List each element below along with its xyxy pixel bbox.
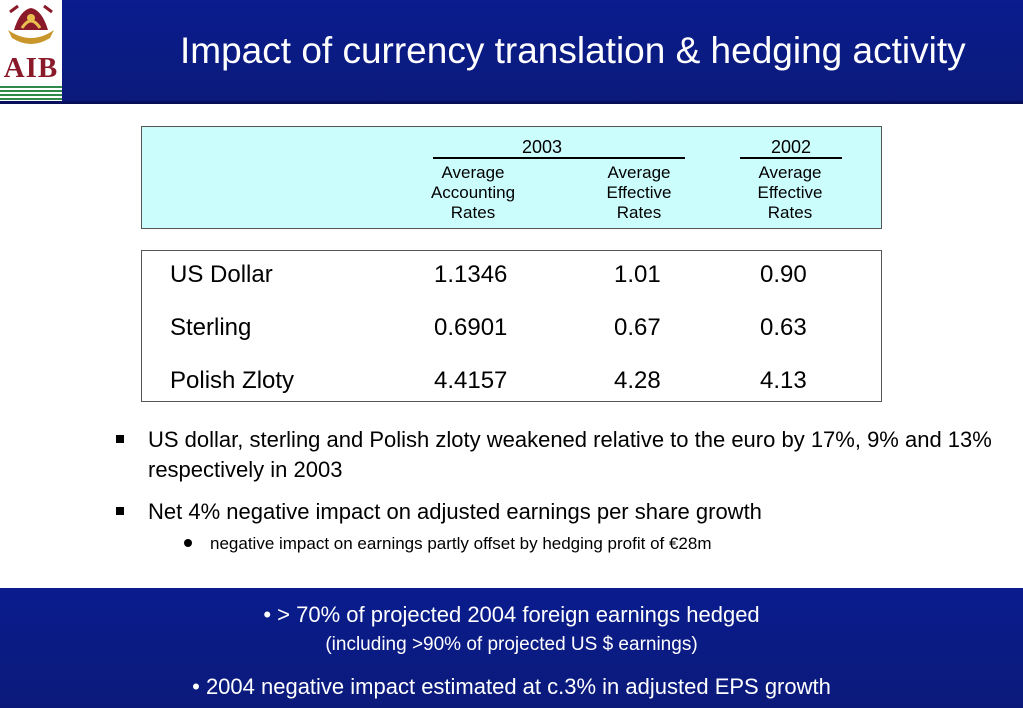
col-header-effective-2003: Average Effective Rates — [606, 163, 672, 222]
accounting-rate: 1.1346 — [434, 261, 508, 288]
col-header-effective-2002: Average Effective Rates — [757, 163, 823, 222]
logo-wordmark: AIB — [3, 52, 59, 84]
sub-bullet-item: negative impact on earnings partly offse… — [112, 533, 992, 555]
ark-emblem-icon — [8, 4, 54, 44]
effective-rate-2003: 1.01 — [614, 261, 661, 288]
year-2002-label: 2002 — [770, 137, 812, 157]
footer-line-us-note: (including >90% of projected US $ earnin… — [325, 634, 698, 655]
footer-line-eps: • 2004 negative impact estimated at c.3%… — [192, 674, 831, 699]
footer-line-hedged: • > 70% of projected 2004 foreign earnin… — [263, 602, 760, 627]
effective-rate-2002: 0.90 — [760, 261, 807, 288]
square-bullet-icon — [116, 507, 124, 515]
currency-name: Sterling — [170, 314, 252, 341]
bullet-item: US dollar, sterling and Polish zloty wea… — [112, 425, 992, 485]
table-row: Polish Zloty 4.4157 4.28 4.13 — [142, 367, 881, 407]
effective-rate-2003: 4.28 — [614, 367, 661, 394]
accounting-rate: 0.6901 — [434, 314, 508, 341]
page-title: Impact of currency translation & hedging… — [180, 30, 966, 71]
square-bullet-icon — [116, 435, 124, 443]
title-bar: AIB Impact of currency translation & hed… — [0, 0, 1023, 104]
effective-rate-2003: 0.67 — [614, 314, 661, 341]
year-2003-underline — [433, 157, 685, 159]
currency-name: US Dollar — [170, 261, 273, 288]
rates-table: US Dollar 1.1346 1.01 0.90 Sterling 0.69… — [141, 250, 882, 402]
table-row: Sterling 0.6901 0.67 0.63 — [142, 314, 881, 354]
bullet-item: Net 4% negative impact on adjusted earni… — [112, 497, 992, 527]
round-bullet-icon — [184, 539, 192, 547]
aib-logo: AIB — [0, 0, 62, 102]
footer-banner: • > 70% of projected 2004 foreign earnin… — [0, 588, 1023, 708]
currency-name: Polish Zloty — [170, 367, 295, 394]
year-2002-underline — [740, 157, 842, 159]
table-header-box: 2003 2002 Average Accounting Rates Avera… — [141, 126, 882, 229]
accounting-rate: 4.4157 — [434, 367, 508, 394]
effective-rate-2002: 0.63 — [760, 314, 807, 341]
table-row: US Dollar 1.1346 1.01 0.90 — [142, 261, 881, 301]
logo-stripes — [0, 86, 62, 102]
year-2003-label: 2003 — [521, 137, 563, 157]
col-header-accounting: Average Accounting Rates — [430, 163, 516, 222]
effective-rate-2002: 4.13 — [760, 367, 807, 394]
bullet-list: US dollar, sterling and Polish zloty wea… — [112, 425, 992, 555]
